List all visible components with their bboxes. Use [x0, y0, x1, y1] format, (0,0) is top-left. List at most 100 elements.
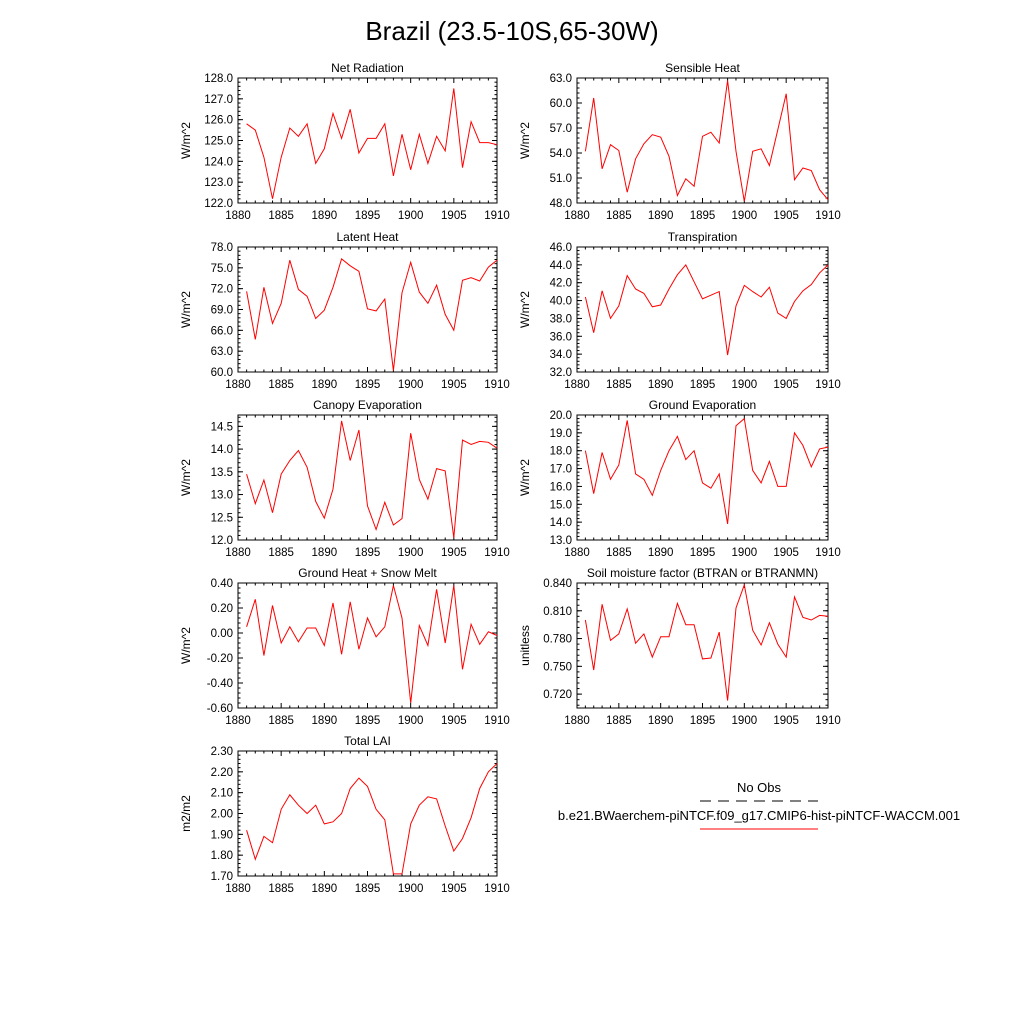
panel-title: Soil moisture factor (BTRAN or BTRANMN)	[587, 566, 818, 580]
y-tick-label: 2.10	[211, 788, 233, 800]
y-tick-label: 32.0	[550, 367, 572, 379]
chart-panel: Canopy Evaporation W/m^2 1880 1885 1890 1895 1…	[179, 398, 510, 559]
y-tick-label: 60.0	[211, 367, 233, 379]
plot-frame	[237, 77, 498, 204]
x-tick-label: 1895	[355, 547, 381, 559]
legend-obs-label: No Obs	[737, 780, 782, 795]
y-tick-label: 51.0	[550, 173, 572, 185]
y-tick-label: 75.0	[211, 263, 233, 275]
x-tick-label: 1895	[355, 883, 381, 895]
plot-frame	[237, 750, 498, 877]
chart-panel: Ground Evaporation W/m^2 1880 1885 1890 1895 1…	[518, 398, 841, 559]
y-tick-label: 66.0	[211, 325, 233, 337]
y-tick-label: 14.0	[211, 444, 233, 456]
y-tick-label: 122.0	[204, 198, 233, 210]
x-tick-label: 1905	[773, 547, 799, 559]
y-axis-label: W/m^2	[518, 459, 532, 496]
y-tick-label: 0.40	[211, 578, 233, 590]
x-tick-label: 1890	[312, 547, 338, 559]
y-tick-label: 13.0	[550, 535, 572, 547]
x-tick-label: 1890	[312, 883, 338, 895]
x-tick-label: 1900	[398, 210, 424, 222]
y-axis-label: W/m^2	[518, 122, 532, 159]
panel-title: Ground Heat + Snow Melt	[298, 566, 437, 580]
figure-title: Brazil (23.5-10S,65-30W)	[365, 16, 658, 46]
series-line	[584, 417, 829, 524]
y-tick-label: 2.20	[211, 767, 233, 779]
y-tick-label: 17.0	[550, 464, 572, 476]
x-tick-label: 1895	[355, 715, 381, 727]
x-tick-label: 1895	[690, 547, 716, 559]
y-tick-label: 123.0	[204, 177, 233, 189]
x-tick-label: 1880	[564, 210, 590, 222]
x-tick-label: 1895	[690, 210, 716, 222]
x-tick-label: 1900	[732, 715, 758, 727]
y-tick-label: 13.5	[211, 467, 233, 479]
y-axis-label: W/m^2	[179, 627, 193, 664]
x-tick-label: 1905	[773, 715, 799, 727]
panel-grid: Net Radiation W/m^2 1880 1885 1890 1895 1900 19…	[179, 61, 841, 895]
y-tick-label: 46.0	[550, 242, 572, 254]
panel-title: Net Radiation	[331, 61, 404, 75]
series-line	[246, 88, 498, 199]
x-tick-label: 1880	[225, 715, 251, 727]
y-tick-label: 57.0	[550, 123, 572, 135]
y-tick-label: 12.5	[211, 512, 233, 524]
x-tick-label: 1890	[312, 210, 338, 222]
y-tick-label: 0.810	[543, 606, 572, 618]
y-tick-label: 40.0	[550, 296, 572, 308]
y-tick-label: 18.0	[550, 446, 572, 458]
y-tick-label: 20.0	[550, 410, 572, 422]
x-tick-label: 1900	[732, 379, 758, 391]
y-tick-label: 126.0	[204, 115, 233, 127]
x-tick-label: 1885	[268, 715, 294, 727]
x-tick-label: 1880	[564, 547, 590, 559]
x-tick-label: 1900	[398, 379, 424, 391]
y-tick-label: 36.0	[550, 331, 572, 343]
y-tick-label: 48.0	[550, 198, 572, 210]
y-tick-label: 0.840	[543, 578, 572, 590]
y-axis-label: W/m^2	[179, 291, 193, 328]
y-tick-label: 2.00	[211, 809, 233, 821]
x-tick-label: 1890	[648, 547, 674, 559]
x-tick-label: 1905	[441, 379, 467, 391]
y-tick-label: 13.0	[211, 490, 233, 502]
x-tick-label: 1895	[355, 210, 381, 222]
x-tick-label: 1895	[355, 379, 381, 391]
y-tick-label: 78.0	[211, 242, 233, 254]
y-tick-label: 44.0	[550, 260, 572, 272]
y-tick-label: -0.60	[207, 703, 233, 715]
x-tick-label: 1900	[732, 210, 758, 222]
y-tick-label: 1.90	[211, 829, 233, 841]
chart-panel: Soil moisture factor (BTRAN or BTRANMN) u…	[518, 566, 841, 727]
chart-panel: Total LAI m2/m2 1880 1885 1890 1895 1900 1905 19…	[179, 734, 510, 895]
x-tick-label: 1905	[441, 715, 467, 727]
x-tick-label: 1885	[606, 547, 632, 559]
series-line	[584, 80, 829, 202]
y-tick-label: 0.720	[543, 689, 572, 701]
y-tick-label: 0.00	[211, 628, 233, 640]
y-tick-label: 125.0	[204, 136, 233, 148]
x-tick-label: 1910	[484, 210, 510, 222]
x-tick-label: 1895	[690, 715, 716, 727]
x-tick-label: 1905	[441, 883, 467, 895]
chart-panel: Sensible Heat W/m^2 1880 1885 1890 1895 1900 19…	[518, 61, 841, 222]
x-tick-label: 1880	[564, 715, 590, 727]
x-tick-label: 1910	[815, 379, 841, 391]
x-tick-label: 1885	[606, 379, 632, 391]
legend-model-label: b.e21.BWaerchem-piNTCF.f09_g17.CMIP6-his…	[558, 808, 960, 823]
x-tick-label: 1880	[564, 379, 590, 391]
panel-title: Ground Evaporation	[649, 398, 756, 412]
y-tick-label: 128.0	[204, 73, 233, 85]
x-tick-label: 1910	[815, 715, 841, 727]
y-tick-label: 1.70	[211, 871, 233, 883]
plot-frame	[237, 246, 498, 373]
x-tick-label: 1890	[648, 210, 674, 222]
x-tick-label: 1910	[815, 210, 841, 222]
x-tick-label: 1895	[690, 379, 716, 391]
x-tick-label: 1890	[648, 715, 674, 727]
x-tick-label: 1905	[773, 379, 799, 391]
plot-frame	[237, 582, 498, 709]
y-tick-label: 42.0	[550, 278, 572, 290]
x-tick-label: 1900	[732, 547, 758, 559]
